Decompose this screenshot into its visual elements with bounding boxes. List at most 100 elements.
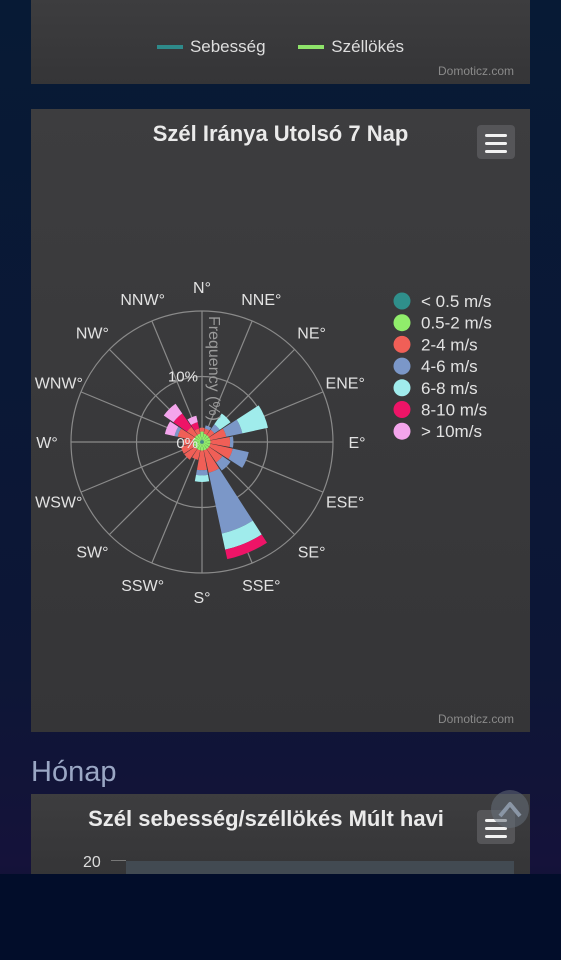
rose-bar-n-s1 [200,431,204,440]
direction-label-nne: NNE° [241,292,281,309]
grid-spoke [151,441,203,564]
direction-label-n: N° [193,280,211,297]
radial-axis-title: Frequency (%) [205,316,222,421]
legend-marker-4 [393,379,411,397]
rose-bar-wsw-s0 [200,442,202,444]
rose-bar-nw-s1 [194,434,201,441]
rose-bar-ene-s3 [222,419,243,437]
legend-label-szellokes: Széllökés [331,37,405,56]
legend-swatch-sebesseg [156,45,183,49]
hamburger-line [485,835,507,838]
rose-bar-ssw-s1 [197,443,202,451]
credit-link[interactable]: Domoticz.com [437,64,514,78]
direction-label-se: SE° [298,545,326,562]
rose-bar-se-s1 [203,443,210,450]
rose-bar-e-s3 [229,436,234,448]
rose-bar-nw-s0 [200,440,202,442]
rose-bar-ne-s4 [214,413,231,430]
rose-bar-sw-s2 [184,446,198,460]
wind-rose-panel: Szél Iránya Utolsó 7 Nap N° NNE° NE° ENE° E°… [31,109,530,732]
grid-spoke [80,441,203,493]
rose-bar-ese-s2 [209,443,233,460]
rose-bar-ene-s1 [203,437,211,442]
speed-chart-legend: Sebesség Széllökés [31,34,530,57]
legend-marker-6 [393,422,411,440]
rose-bar-wnw-s2 [177,428,195,441]
legend-marker-3 [393,357,411,375]
direction-label-nnw: NNW° [120,292,165,309]
legend-label-sebesseg: Sebesség [189,37,266,56]
chart-title: Szél Iránya Utolsó 7 Nap [152,121,409,146]
legend-label-4: 6-8 m/s [421,379,478,398]
scroll-to-top-button[interactable] [491,790,529,828]
legend-item-sebesseg[interactable]: Sebesség [156,37,266,57]
month-chart-panel: Szél sebesség/széllökés Múlt havi 20 [31,794,530,874]
rose-bar-sw-s1 [194,443,201,450]
rose-bar-e-s0 [202,441,204,443]
rose-bar-s-s4 [194,474,210,482]
credit-link[interactable]: Domoticz.com [437,712,514,726]
legend-marker-1 [393,314,411,332]
rose-bar-ene-s4 [236,405,268,434]
rose-bar-nnw-s2 [194,428,201,435]
chevron-up-icon [498,802,522,818]
direction-label-wnw: WNW° [35,376,83,393]
direction-label-ene: ENE° [326,376,365,393]
rose-bar-wnw-s6 [164,421,179,437]
legend-marker-2 [393,335,411,353]
y-tick-label-20: 20 [83,854,101,871]
rose-bar-sse-s4 [221,520,262,550]
legend-label-3: 4-6 m/s [421,357,478,376]
rose-bar-ssw-s0 [200,442,202,444]
rose-bar-nne-s2 [203,428,210,435]
rose-bar-s-s1 [200,443,204,451]
rose-bar-sse-s2 [203,449,220,473]
rose-bar-sse-s0 [202,442,204,444]
chart-menu-button[interactable] [477,125,515,159]
rose-bar-se-s2 [206,446,223,463]
rose-bar-w-s2 [183,438,194,446]
legend-label-1: 0.5-2 m/s [421,314,492,333]
grid-spoke [201,320,253,443]
month-chart-title: Szél sebesség/széllökés Múlt havi [88,806,444,831]
radial-tick-label-0: 0% [176,435,198,452]
rose-bar-n-s2 [199,427,205,432]
rose-bar-se-s3 [216,456,231,471]
rose-bar-s-s0 [201,442,203,444]
legend-label-2: 2-4 m/s [421,335,478,354]
rose-bar-nnw-s6 [187,415,198,425]
rose-bar-nw-s6 [163,403,183,423]
rose-bar-ene-s0 [202,440,204,442]
rose-bar-sse-s1 [202,443,207,451]
speed-chart-panel: Sebesség Széllökés Domoticz.com [31,0,530,84]
direction-label-ese: ESE° [326,494,364,511]
rose-bar-ne-s1 [203,434,210,441]
rose-bar-ne-s3 [210,424,220,434]
radial-tick-label-10: 10% [168,369,198,386]
rose-bar-n-s0 [201,439,203,442]
rose-bar-s-s2 [196,450,208,471]
legend-marker-5 [393,401,411,418]
rose-bar-e-s2 [210,436,231,448]
rose-bar-ene-s2 [209,428,227,441]
legend-item-szellokes[interactable]: Széllökés [298,37,404,57]
grid-spoke [108,441,203,536]
direction-label-s: S° [193,590,210,607]
direction-label-wsw: WSW° [35,494,82,511]
rose-bar-se-s0 [202,442,204,444]
rose-bar-nne-s0 [202,440,204,442]
rose-bar-sse-s5 [225,534,268,560]
direction-label-e: E° [348,435,365,452]
rose-bar-w-s0 [200,441,202,443]
hamburger-menu-icon [485,134,507,137]
hamburger-line [485,827,507,830]
rose-bar-ese-s1 [203,442,211,447]
rose-bar-nne-s1 [202,433,207,441]
rose-bar-s-s3 [195,469,209,476]
direction-label-ne: NE° [297,325,326,342]
direction-label-ssw: SSW° [121,578,164,595]
direction-label-w: W° [36,435,58,452]
legend-marker-0 [393,292,411,310]
direction-label-nw: NW° [76,325,109,342]
rose-bar-ne-s2 [206,429,215,438]
